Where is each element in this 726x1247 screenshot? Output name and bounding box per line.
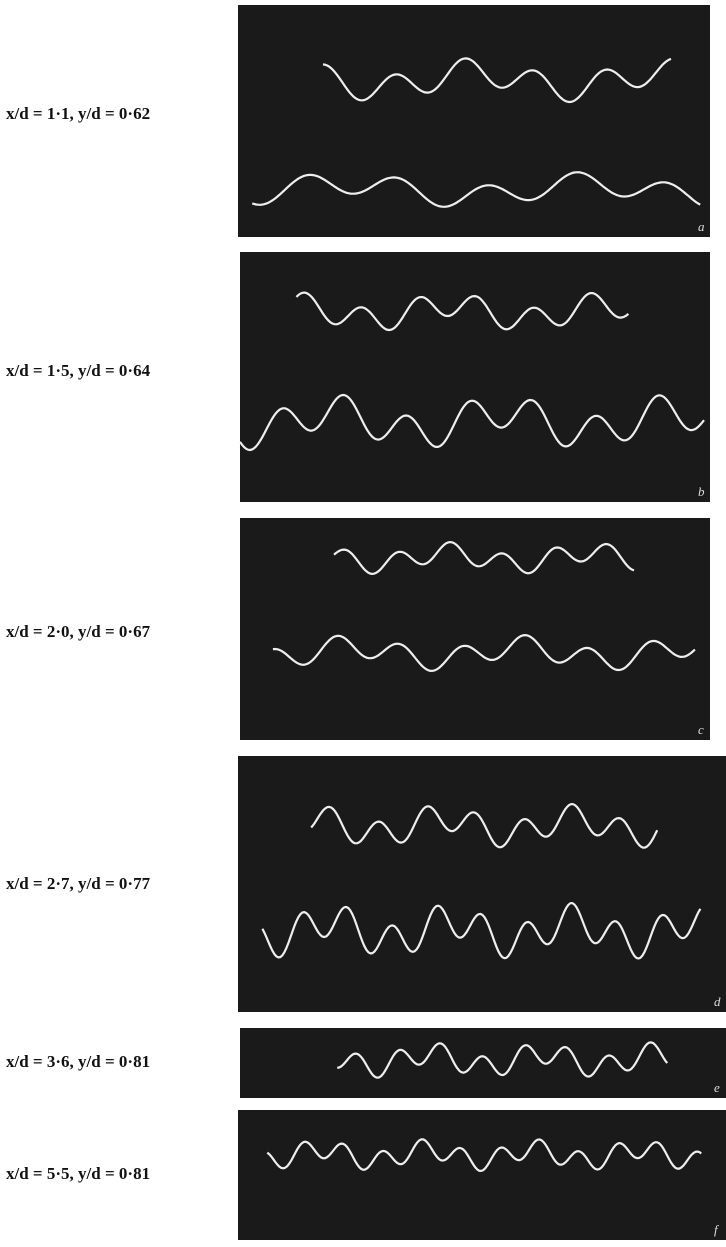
trace [333, 541, 635, 575]
panel-letter: f [714, 1222, 720, 1237]
trace [239, 393, 705, 452]
trace [310, 803, 659, 849]
panel-letter: b [698, 484, 705, 499]
panel-letter: c [698, 722, 704, 737]
photo-panel [238, 756, 726, 1012]
trace [261, 902, 702, 960]
trace [272, 634, 696, 672]
panel-label: x/d = 3·6, y/d = 0·81 [6, 1052, 150, 1071]
trace [322, 57, 672, 104]
panel-label: x/d = 5·5, y/d = 0·81 [6, 1164, 150, 1183]
panel-letter: e [714, 1080, 720, 1095]
panel-label: x/d = 2·0, y/d = 0·67 [6, 622, 151, 641]
panel-label: x/d = 1·5, y/d = 0·64 [6, 361, 151, 380]
trace [295, 291, 630, 332]
panel-letter: a [698, 219, 705, 234]
photo-panel [238, 1110, 726, 1240]
photo-panel [240, 252, 710, 502]
trace [266, 1138, 702, 1172]
panel-label: x/d = 2·7, y/d = 0·77 [6, 874, 151, 893]
panel-label: x/d = 1·1, y/d = 0·62 [6, 104, 150, 123]
panel-letter: d [714, 994, 721, 1009]
photo-panel [240, 1028, 726, 1098]
trace [337, 1041, 669, 1079]
trace [251, 171, 701, 208]
photo-panel [238, 5, 710, 237]
photo-panel [240, 518, 710, 740]
